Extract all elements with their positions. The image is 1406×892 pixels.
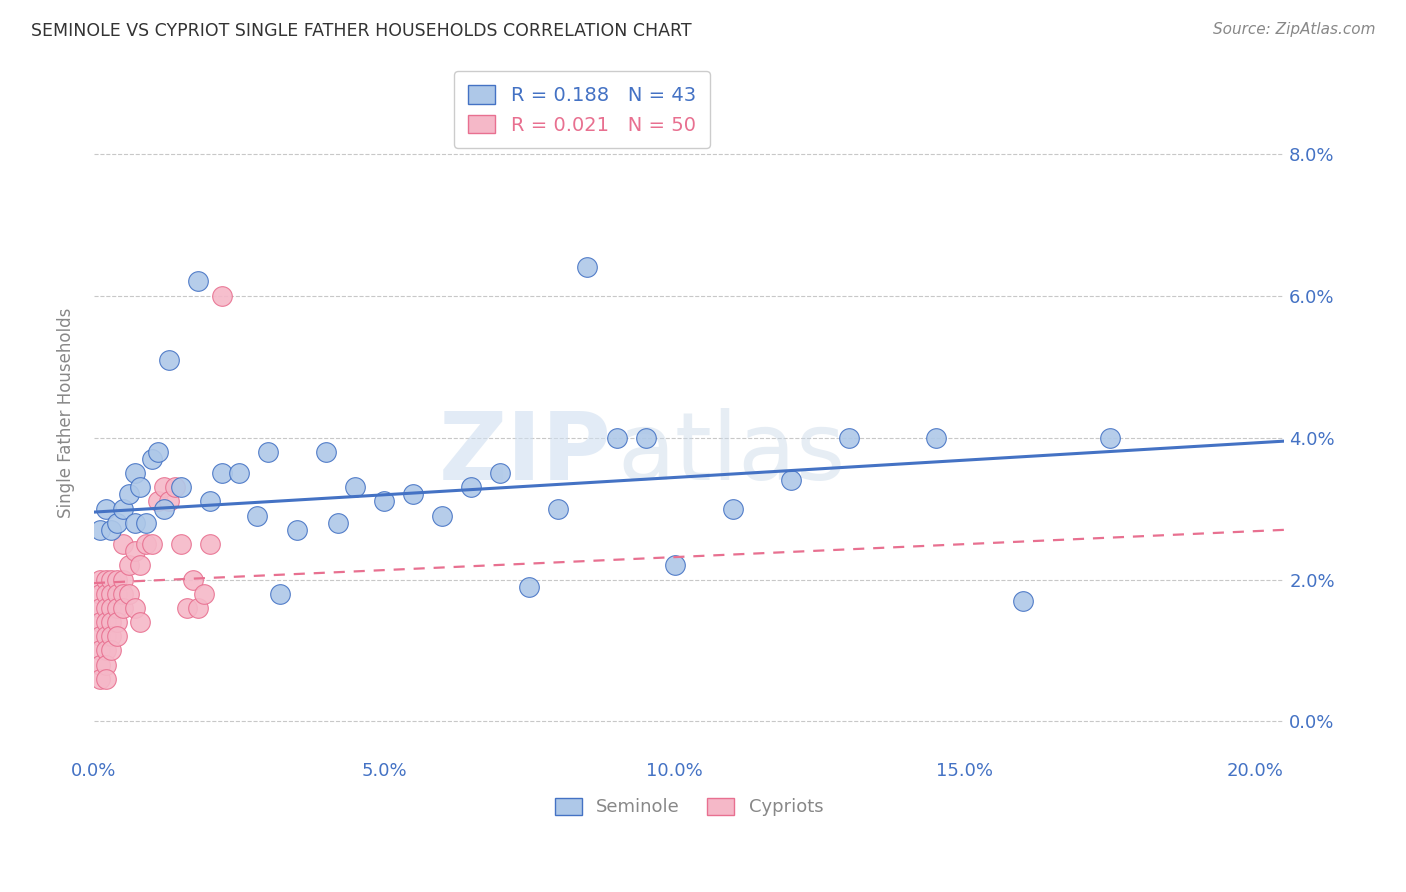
- Point: [94, 587, 117, 601]
- Point: [187, 275, 209, 289]
- Point: [111, 587, 134, 601]
- Point: [925, 431, 948, 445]
- Point: [269, 587, 291, 601]
- Point: [187, 601, 209, 615]
- Point: [111, 537, 134, 551]
- Point: [373, 494, 395, 508]
- Point: [257, 444, 280, 458]
- Point: [100, 523, 122, 537]
- Point: [664, 558, 686, 573]
- Point: [432, 508, 454, 523]
- Point: [118, 587, 141, 601]
- Point: [118, 487, 141, 501]
- Point: [100, 615, 122, 629]
- Point: [89, 573, 111, 587]
- Point: [111, 601, 134, 615]
- Point: [100, 601, 122, 615]
- Point: [547, 501, 569, 516]
- Point: [100, 643, 122, 657]
- Point: [124, 544, 146, 558]
- Point: [344, 480, 367, 494]
- Point: [135, 516, 157, 530]
- Text: atlas: atlas: [617, 408, 846, 500]
- Point: [198, 537, 221, 551]
- Point: [779, 473, 801, 487]
- Point: [129, 480, 152, 494]
- Point: [111, 573, 134, 587]
- Point: [89, 601, 111, 615]
- Point: [176, 601, 198, 615]
- Point: [245, 508, 267, 523]
- Legend: Seminole, Cypriots: Seminole, Cypriots: [547, 790, 831, 823]
- Point: [135, 537, 157, 551]
- Point: [100, 587, 122, 601]
- Point: [105, 629, 128, 643]
- Text: SEMINOLE VS CYPRIOT SINGLE FATHER HOUSEHOLDS CORRELATION CHART: SEMINOLE VS CYPRIOT SINGLE FATHER HOUSEH…: [31, 22, 692, 40]
- Point: [100, 629, 122, 643]
- Point: [1099, 431, 1122, 445]
- Point: [94, 672, 117, 686]
- Point: [89, 629, 111, 643]
- Point: [94, 501, 117, 516]
- Point: [100, 573, 122, 587]
- Point: [105, 516, 128, 530]
- Point: [170, 537, 193, 551]
- Point: [146, 444, 169, 458]
- Point: [576, 260, 599, 275]
- Point: [460, 480, 482, 494]
- Point: [111, 501, 134, 516]
- Point: [211, 466, 233, 480]
- Point: [141, 537, 163, 551]
- Point: [89, 657, 111, 672]
- Point: [181, 573, 204, 587]
- Point: [1012, 594, 1035, 608]
- Point: [94, 601, 117, 615]
- Point: [94, 643, 117, 657]
- Point: [105, 587, 128, 601]
- Point: [228, 466, 250, 480]
- Point: [94, 615, 117, 629]
- Point: [519, 580, 541, 594]
- Text: Source: ZipAtlas.com: Source: ZipAtlas.com: [1212, 22, 1375, 37]
- Point: [721, 501, 744, 516]
- Point: [118, 558, 141, 573]
- Point: [124, 516, 146, 530]
- Point: [165, 480, 187, 494]
- Point: [89, 587, 111, 601]
- Point: [89, 615, 111, 629]
- Point: [634, 431, 657, 445]
- Point: [124, 601, 146, 615]
- Point: [285, 523, 308, 537]
- Point: [105, 573, 128, 587]
- Point: [157, 494, 180, 508]
- Point: [141, 451, 163, 466]
- Point: [146, 494, 169, 508]
- Point: [489, 466, 512, 480]
- Point: [129, 558, 152, 573]
- Point: [193, 587, 215, 601]
- Text: ZIP: ZIP: [439, 408, 612, 500]
- Y-axis label: Single Father Households: Single Father Households: [58, 308, 75, 518]
- Point: [89, 672, 111, 686]
- Point: [94, 657, 117, 672]
- Point: [89, 643, 111, 657]
- Point: [157, 352, 180, 367]
- Point: [402, 487, 425, 501]
- Point: [838, 431, 860, 445]
- Point: [326, 516, 349, 530]
- Point: [89, 523, 111, 537]
- Point: [605, 431, 627, 445]
- Point: [315, 444, 337, 458]
- Point: [94, 573, 117, 587]
- Point: [94, 629, 117, 643]
- Point: [198, 494, 221, 508]
- Point: [170, 480, 193, 494]
- Point: [105, 601, 128, 615]
- Point: [105, 615, 128, 629]
- Point: [124, 466, 146, 480]
- Point: [152, 480, 174, 494]
- Point: [129, 615, 152, 629]
- Point: [211, 288, 233, 302]
- Point: [152, 501, 174, 516]
